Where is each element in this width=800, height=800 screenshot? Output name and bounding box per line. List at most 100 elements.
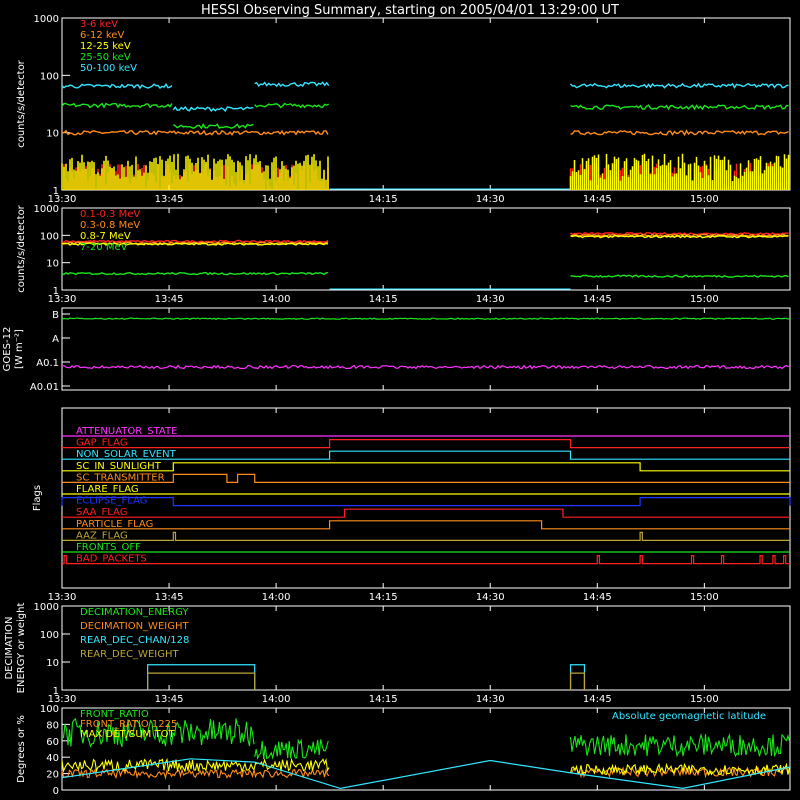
flag-line-bad-packets — [62, 555, 790, 565]
flag-label: PARTICLE_FLAG — [76, 519, 153, 530]
series-12-25-kev — [569, 153, 790, 190]
legend-entry: 0.3-0.8 MeV — [80, 220, 140, 231]
legend-entry: 0.1-0.3 MeV — [80, 209, 140, 220]
x-tick-label: 14:15 — [369, 592, 398, 603]
series-front-ratio-1225 — [61, 767, 330, 780]
figure-title: HESSI Observing Summary, starting on 200… — [201, 3, 619, 18]
x-tick-label: 14:00 — [262, 592, 291, 603]
y-tick-label: 1000 — [34, 602, 59, 613]
flag-line-non-solar-event — [62, 450, 790, 460]
flag-label: FRONTS_OFF — [76, 542, 141, 553]
series-6-12-kev — [61, 129, 329, 136]
x-tick-label: 14:45 — [583, 694, 612, 705]
x-tick-label: 13:30 — [48, 194, 77, 205]
series-max-det-sum-tot — [569, 762, 791, 777]
series-50-100-kev — [172, 105, 254, 113]
y-axis-label: counts/s/detector — [16, 204, 27, 292]
legend-entry: DECIMATION_ENERGY — [80, 607, 189, 618]
legend-entry: MAX DET/SUM TOT — [80, 729, 175, 740]
legend-entry: 50-100 keV — [80, 63, 137, 74]
x-tick-label: 13:45 — [155, 294, 184, 305]
series-0-8-7-mev — [62, 242, 329, 246]
flag-line-particle-flag — [62, 520, 790, 530]
y-tick-label: 80 — [46, 720, 59, 731]
y-tick-label: 1000 — [34, 204, 59, 215]
panel-5: 13:30 13:45 14:00 14:15 14:30 14:45 15:00 1 10 10… — [4, 602, 791, 705]
y-tick-label: 100 — [40, 231, 59, 242]
x-tick-label: 13:45 — [155, 694, 184, 705]
flag-line-sc-in-sunlight — [62, 462, 790, 472]
y-tick-label: 1 — [53, 286, 59, 297]
x-tick-label: 14:30 — [476, 294, 505, 305]
y-tick-label: A0.01 — [30, 382, 59, 393]
y-tick-label: A0.1 — [36, 358, 59, 369]
x-tick-label: 15:00 — [690, 294, 719, 305]
panel-frame — [61, 307, 791, 391]
panel-2: 13:30 13:45 14:00 14:15 14:30 14:45 15:00 1 10 10… — [16, 204, 791, 305]
goes-high-channel — [61, 317, 791, 320]
flag-line-sc-transmitter — [62, 473, 790, 483]
legend-entry: REAR_DEC_CHAN/128 — [80, 635, 189, 646]
y-tick-label: 10 — [46, 259, 59, 270]
flag-label: ECLIPSE_FLAG — [76, 496, 147, 507]
panel-3: B A A0.1 A0.01 GOES-12 [W m⁻²] — [2, 307, 791, 393]
y-tick-label: 20 — [46, 770, 59, 781]
x-tick-label: 15:00 — [690, 592, 719, 603]
flag-label: SAA_FLAG — [76, 507, 127, 518]
y-axis-label: GOES-12 — [2, 327, 13, 372]
x-tick-label: 13:45 — [155, 194, 184, 205]
series-0-8-7-mev — [570, 234, 789, 239]
legend-entry: 3-6 keV — [80, 19, 118, 30]
series-front-ratio — [254, 738, 329, 761]
flag-line-eclipse-flag — [61, 497, 791, 507]
series-25-50-kev — [61, 102, 173, 109]
flag-label: GAP_FLAG — [76, 438, 128, 449]
flag-line-aaz-flag — [62, 531, 790, 541]
legend-entry: FRONT_RATIO — [80, 709, 149, 720]
y-axis-label: Flags — [32, 485, 43, 511]
panels: 13:30 13:45 14:00 14:15 14:30 14:45 15:0011010… — [2, 14, 791, 797]
x-tick-label: 14:30 — [476, 694, 505, 705]
x-tick-label: 14:30 — [476, 592, 505, 603]
decimation-box — [569, 664, 586, 690]
y-axis-label: DECIMATION — [4, 616, 15, 679]
flag-label: FLARE_FLAG — [76, 484, 139, 495]
series-50-100-kev — [61, 82, 173, 90]
x-tick-label: 13:30 — [48, 592, 77, 603]
flag-line-saa-flag — [62, 508, 790, 518]
y-tick-label: A — [52, 334, 59, 345]
legend-entry: REAR_DEC_WEIGHT — [80, 649, 179, 660]
legend-entry: 7-20 MeV — [80, 242, 128, 253]
legend-entry: 12-25 keV — [80, 41, 131, 52]
y-axis-label: counts/s/detector — [16, 59, 27, 147]
y-tick-label: 10 — [46, 658, 59, 669]
legend-entry: FRONT_RATIO 1225 — [80, 719, 177, 730]
y-tick-label: 100 — [40, 71, 59, 82]
x-tick-label: 14:15 — [369, 294, 398, 305]
y-tick-label: 1 — [53, 186, 59, 197]
y-axis-label: [W m⁻²] — [14, 329, 25, 369]
x-tick-label: 14:45 — [583, 294, 612, 305]
x-tick-label: 14:00 — [262, 294, 291, 305]
legend-entry: 0.8-7 MeV — [80, 231, 131, 242]
y-tick-label: 100 — [40, 630, 59, 641]
x-tick-label: 14:00 — [262, 194, 291, 205]
decimation-box — [147, 664, 256, 690]
series-50-100-kev — [569, 82, 789, 89]
x-tick-label: 14:15 — [369, 194, 398, 205]
panel-frame — [61, 207, 791, 291]
series-50-100-kev — [254, 81, 330, 88]
x-tick-label: 14:15 — [369, 694, 398, 705]
series-25-50-kev — [570, 104, 789, 111]
y-tick-label: 40 — [46, 753, 59, 764]
x-tick-label: 14:45 — [583, 194, 612, 205]
legend-entry: 6-12 keV — [80, 30, 124, 41]
y-axis-label: ENERGY or weight — [16, 603, 27, 694]
decimation-box — [147, 672, 256, 690]
panel-6: 0 20 40 60 80 100 Degrees or % FRONT_RATIOFRONT… — [16, 704, 791, 797]
y-axis-label: Degrees or % — [16, 715, 27, 783]
geomagnetic-latitude-curve — [61, 758, 791, 790]
panel-frame — [61, 605, 791, 691]
series-12-25-kev — [61, 153, 329, 190]
series-6-12-kev — [570, 129, 789, 137]
